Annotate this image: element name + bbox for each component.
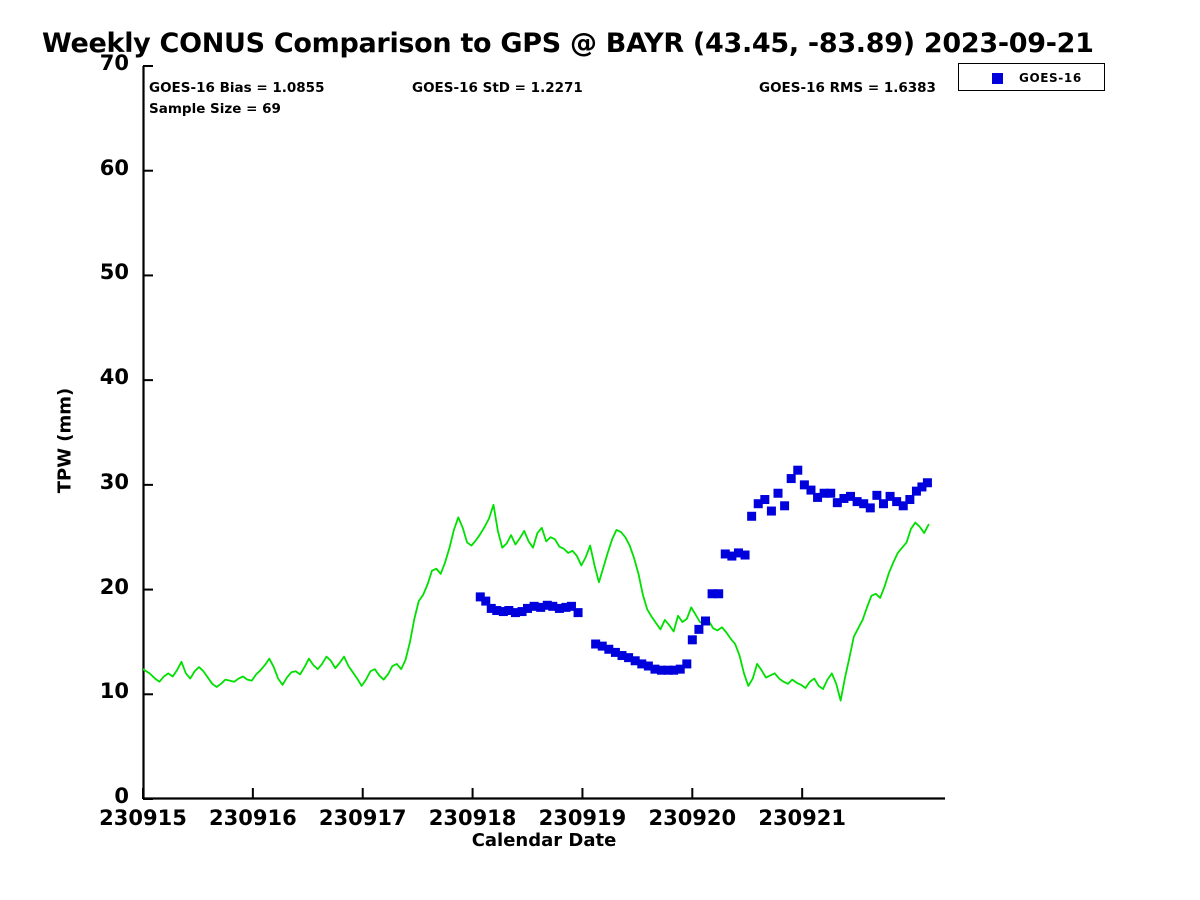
x-tick-230920: 230920 bbox=[648, 806, 737, 830]
data-point bbox=[819, 488, 829, 498]
data-point bbox=[510, 608, 520, 618]
x-axis-label: Calendar Date bbox=[471, 830, 617, 851]
y-tick-40: 40 bbox=[99, 365, 129, 390]
data-point bbox=[604, 644, 614, 654]
legend-label-goes16: GOES-16 bbox=[1019, 71, 1082, 85]
data-point bbox=[753, 499, 763, 509]
data-point bbox=[793, 465, 803, 475]
data-point bbox=[872, 490, 882, 500]
data-point bbox=[714, 589, 724, 599]
data-point bbox=[727, 551, 737, 561]
data-point bbox=[701, 616, 710, 626]
data-point bbox=[878, 499, 888, 509]
y-tick-70: 70 bbox=[99, 51, 129, 75]
stat-bias: GOES-16 Bias = 1.0855 bbox=[149, 80, 325, 96]
x-tick-230915: 230915 bbox=[99, 806, 187, 830]
data-point bbox=[492, 606, 502, 616]
data-point bbox=[498, 607, 508, 617]
data-point bbox=[780, 501, 790, 511]
data-point bbox=[573, 608, 583, 618]
y-tick-50: 50 bbox=[99, 260, 129, 285]
data-point bbox=[529, 601, 539, 611]
data-point bbox=[523, 603, 533, 613]
data-point bbox=[504, 606, 514, 616]
data-point bbox=[885, 491, 895, 501]
data-point bbox=[486, 603, 496, 613]
x-tick-230917: 230917 bbox=[318, 806, 407, 830]
data-point bbox=[554, 603, 564, 613]
data-point bbox=[643, 661, 653, 671]
data-point bbox=[733, 548, 743, 558]
legend[interactable]: GOES-16 bbox=[958, 63, 1105, 91]
data-point bbox=[536, 602, 546, 612]
data-point bbox=[687, 635, 697, 645]
data-point bbox=[865, 503, 875, 513]
data-point bbox=[669, 665, 679, 675]
data-point bbox=[846, 491, 856, 501]
data-point bbox=[675, 664, 685, 674]
data-point bbox=[813, 492, 823, 502]
data-point bbox=[617, 651, 627, 661]
x-tick-230921: 230921 bbox=[758, 806, 846, 830]
y-tick-30: 30 bbox=[99, 469, 129, 494]
data-point bbox=[799, 480, 809, 490]
data-point bbox=[630, 656, 640, 666]
data-point bbox=[475, 592, 485, 602]
data-point bbox=[548, 601, 558, 611]
y-tick-0: 0 bbox=[114, 784, 129, 808]
x-tick-230916: 230916 bbox=[209, 806, 297, 830]
stat-sample-size: Sample Size = 69 bbox=[149, 101, 281, 117]
data-point bbox=[566, 601, 576, 611]
data-point bbox=[760, 495, 770, 505]
plot-area bbox=[143, 66, 945, 799]
y-tick-20: 20 bbox=[99, 574, 129, 599]
data-point bbox=[747, 511, 757, 521]
data-point bbox=[663, 665, 673, 675]
data-point bbox=[682, 659, 692, 669]
legend-swatch-goes16 bbox=[992, 73, 1003, 84]
data-point bbox=[917, 482, 927, 492]
data-point bbox=[650, 664, 660, 674]
data-point bbox=[826, 488, 836, 498]
data-point bbox=[561, 602, 571, 612]
data-point bbox=[892, 497, 902, 507]
goes16-scatter-series bbox=[475, 465, 932, 675]
data-point bbox=[542, 600, 552, 610]
data-point bbox=[481, 596, 491, 606]
data-point bbox=[839, 493, 849, 503]
y-tick-60: 60 bbox=[99, 155, 129, 180]
gps-line-series bbox=[143, 503, 930, 702]
x-tick-230918: 230918 bbox=[428, 806, 517, 830]
data-point bbox=[610, 647, 620, 657]
data-point bbox=[624, 653, 634, 663]
y-tick-10: 10 bbox=[99, 679, 129, 704]
data-point bbox=[786, 474, 796, 484]
stat-rms: GOES-16 RMS = 1.6383 bbox=[759, 80, 936, 96]
data-point bbox=[657, 665, 667, 675]
data-point bbox=[898, 501, 908, 511]
data-point bbox=[922, 478, 932, 488]
data-point bbox=[517, 607, 527, 617]
data-point bbox=[740, 550, 750, 560]
x-tick-230919: 230919 bbox=[538, 806, 627, 830]
page-title: Weekly CONUS Comparison to GPS @ BAYR (4… bbox=[42, 28, 1094, 59]
data-point bbox=[707, 589, 717, 599]
data-point bbox=[597, 641, 607, 651]
stat-std: GOES-16 StD = 1.2271 bbox=[412, 80, 583, 96]
data-point bbox=[773, 488, 783, 498]
data-point bbox=[905, 495, 915, 505]
data-point bbox=[859, 499, 869, 509]
data-point bbox=[852, 497, 862, 507]
data-point bbox=[637, 659, 647, 669]
data-point bbox=[591, 639, 601, 649]
y-axis-label: TPW (mm) bbox=[54, 387, 76, 494]
data-point bbox=[694, 624, 704, 634]
data-point bbox=[806, 485, 816, 495]
data-point bbox=[832, 498, 842, 508]
data-point bbox=[911, 486, 921, 496]
data-plot bbox=[143, 465, 932, 702]
data-point bbox=[720, 549, 730, 559]
data-point bbox=[766, 506, 776, 516]
